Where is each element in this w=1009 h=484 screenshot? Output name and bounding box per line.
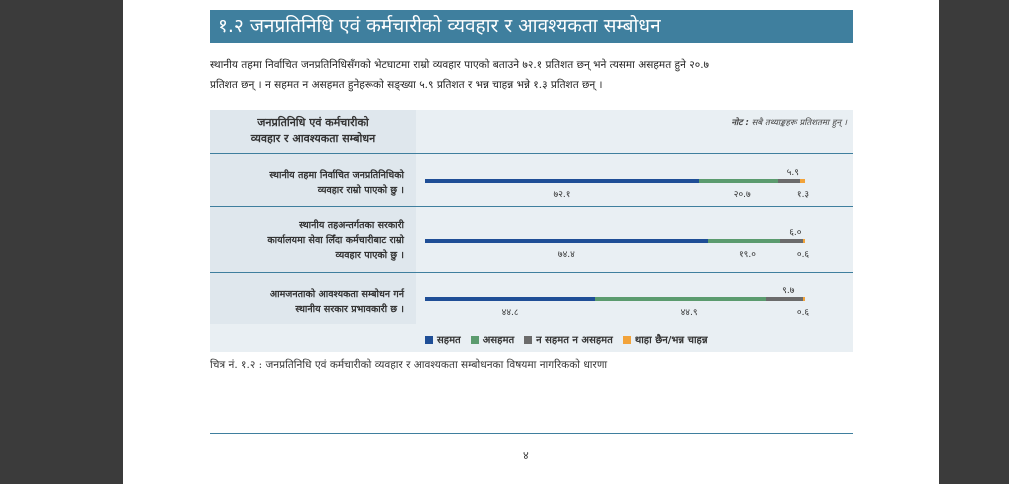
data-label: ०.६ <box>796 308 810 318</box>
bar-segment-1 <box>425 179 699 183</box>
chart-header-line-1: जनप्रतिनिधि एवं कर्मचारीको <box>257 116 369 129</box>
legend-label: सहमत <box>437 335 461 346</box>
bar-segment-2 <box>698 179 778 183</box>
legend-label: थाहा छैन/भन्न चाहन्न <box>634 335 708 346</box>
data-label: ९.७ <box>782 286 795 296</box>
chart-header-label: जनप्रतिनिधि एवं कर्मचारीको व्यवहार र आवश… <box>210 110 416 153</box>
row-label-line: कार्यालयमा सेवा लिँदा कर्मचारीबाट राम्रो <box>267 235 404 246</box>
row-label-2: स्थानीय तहअन्तर्गतका सरकारी कार्यालयमा स… <box>214 218 404 263</box>
legend-label: असहमत <box>482 335 515 346</box>
bar-segment-4 <box>802 239 805 243</box>
paragraph-line-2: प्रतिशत छन् । न सहमत न असहमत हुनेहरूको स… <box>210 79 603 91</box>
row-divider <box>210 206 853 207</box>
row-label-3: आमजनताको आवश्यकता सम्बोधन गर्न स्थानीय स… <box>214 287 404 317</box>
row-label-line: व्यवहार राम्रो पाएको छु । <box>317 185 404 196</box>
body-paragraph: स्थानीय तहमा निर्वाचित जनप्रतिनिधिसँगको … <box>210 55 855 95</box>
legend-swatch <box>622 336 631 344</box>
bar-segment-2 <box>707 239 780 243</box>
data-label: ४४.८ <box>501 308 519 318</box>
chart-header-line-2: व्यवहार र आवश्यकता सम्बोधन <box>250 132 376 145</box>
row-divider <box>210 272 853 273</box>
stacked-bar-chart: जनप्रतिनिधि एवं कर्मचारीको व्यवहार र आवश… <box>210 110 853 352</box>
legend-item: न सहमत न असहमत <box>524 332 613 346</box>
data-label: ५.९ <box>786 168 799 178</box>
data-label: १९.० <box>738 250 756 260</box>
bar-row-2 <box>425 239 805 243</box>
bar-segment-3 <box>779 239 803 243</box>
section-heading: १.२ जनप्रतिनिधि एवं कर्मचारीको व्यवहार र… <box>210 10 853 43</box>
data-label: ७४.४ <box>557 250 575 260</box>
bar-segment-4 <box>802 297 805 301</box>
row-label-line: आमजनताको आवश्यकता सम्बोधन गर्न <box>269 289 404 300</box>
document-page: १.२ जनप्रतिनिधि एवं कर्मचारीको व्यवहार र… <box>123 0 939 484</box>
chart-note-label: नोट : <box>731 118 749 128</box>
data-label: १.३ <box>796 190 810 200</box>
bar-row-1 <box>425 179 805 183</box>
row-label-line: स्थानीय सरकार प्रभावकारी छ । <box>295 304 404 315</box>
bar-segment-3 <box>777 179 801 183</box>
chart-note: नोट : सबै तथ्याङ्कहरू प्रतिशतमा हुन् । <box>731 117 847 128</box>
legend-item: सहमत <box>425 332 461 346</box>
footer-rule <box>210 433 853 434</box>
data-label: २०.७ <box>733 190 751 200</box>
legend-swatch <box>425 336 433 344</box>
figure-caption: चित्र नं. १.२ : जनप्रतिनिधि एवं कर्मचारी… <box>210 359 608 371</box>
page-number: ४ <box>523 449 529 462</box>
bar-segment-3 <box>765 297 803 301</box>
bar-segment-1 <box>425 297 596 301</box>
row-label-1: स्थानीय तहमा निर्वाचित जनप्रतिनिधिको व्य… <box>214 168 404 198</box>
row-label-line: व्यवहार पाएको छु । <box>335 250 404 261</box>
legend-swatch <box>470 336 479 344</box>
paragraph-line-1: स्थानीय तहमा निर्वाचित जनप्रतिनिधिसँगको … <box>210 59 709 71</box>
legend-label: न सहमत न असहमत <box>536 335 613 346</box>
bar-row-3 <box>425 297 805 301</box>
data-label: ०.६ <box>796 250 810 260</box>
row-divider <box>210 153 853 154</box>
bar-segment-2 <box>595 297 766 301</box>
legend-item: असहमत <box>470 332 515 346</box>
bar-segment-4 <box>800 179 805 183</box>
chart-note-text: सबै तथ्याङ्कहरू प्रतिशतमा हुन् । <box>751 118 847 128</box>
row-label-line: स्थानीय तहअन्तर्गतका सरकारी <box>299 220 404 231</box>
data-label: ७२.१ <box>553 190 571 200</box>
data-label: ४४.९ <box>680 308 698 318</box>
chart-legend: सहमत असहमत न सहमत न असहमत थाहा छैन/भन्न चाह… <box>425 332 718 346</box>
legend-swatch <box>524 336 533 344</box>
bar-segment-1 <box>425 239 708 243</box>
chart-label-column <box>210 110 416 324</box>
row-label-line: स्थानीय तहमा निर्वाचित जनप्रतिनिधिको <box>269 170 404 181</box>
data-label: ६.० <box>789 228 802 238</box>
legend-item: थाहा छैन/भन्न चाहन्न <box>622 332 708 346</box>
